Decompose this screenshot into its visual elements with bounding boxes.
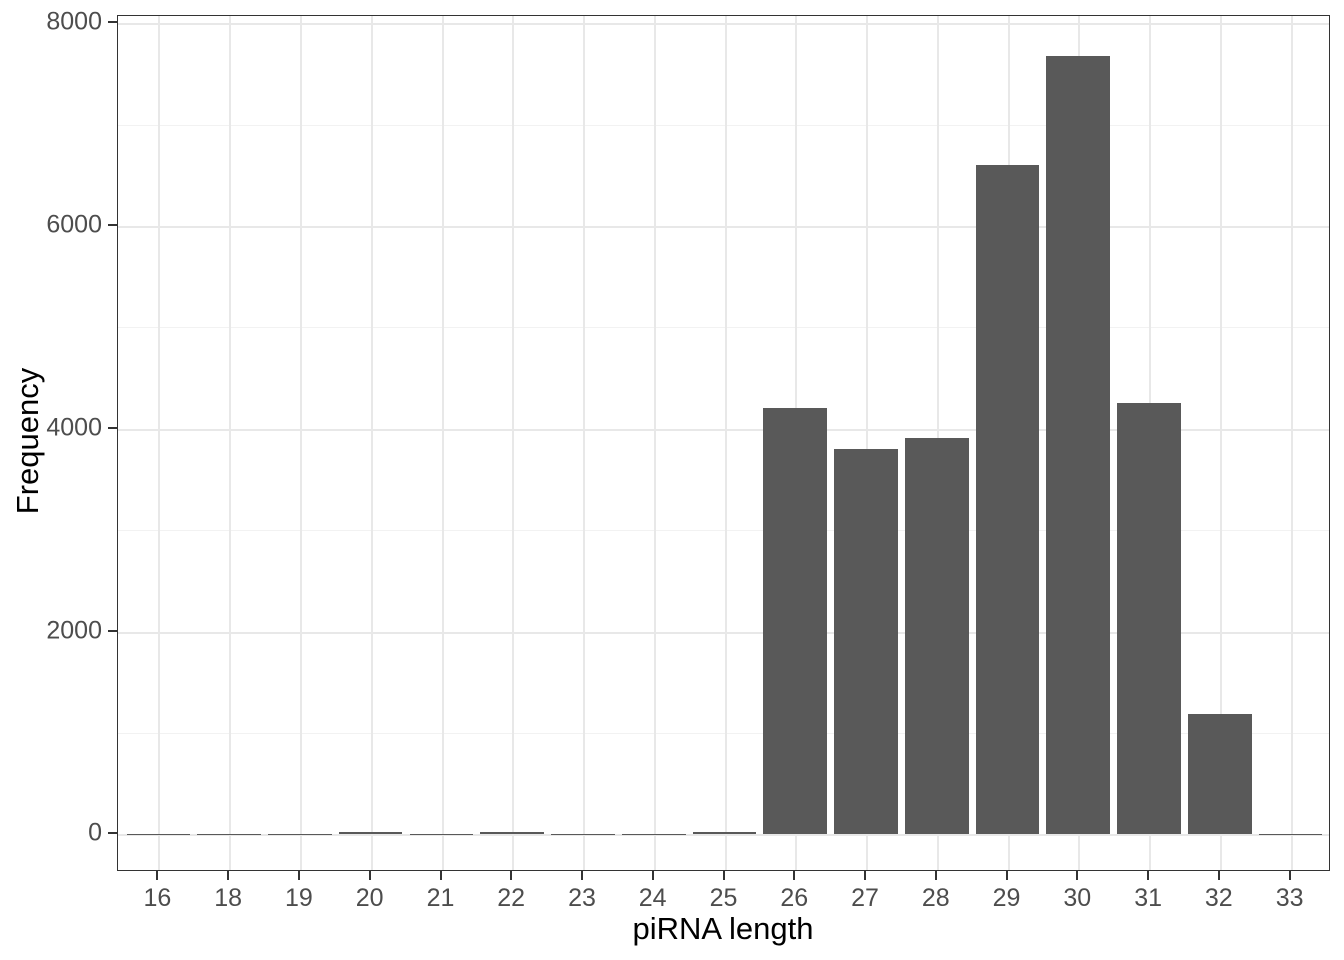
x-major-gridline — [299, 16, 302, 870]
x-major-gridline — [724, 16, 727, 870]
x-major-gridline — [653, 16, 656, 870]
x-tick-label: 21 — [426, 884, 455, 912]
x-tick-mark — [722, 871, 725, 880]
x-major-gridline — [866, 16, 868, 870]
x-major-gridline — [1290, 16, 1293, 870]
x-major-gridline — [1219, 16, 1222, 870]
x-major-gridline — [441, 16, 444, 870]
y-minor-gridline — [118, 124, 1329, 126]
x-tick-label: 28 — [921, 884, 950, 912]
x-tick-mark — [793, 871, 796, 880]
x-major-gridline — [583, 16, 585, 870]
y-tick-mark — [108, 629, 117, 632]
x-tick-label: 31 — [1134, 884, 1162, 912]
y-axis-title: Frequency — [9, 367, 45, 515]
x-major-gridline — [158, 16, 161, 870]
x-tick-mark — [1217, 871, 1220, 880]
y-minor-gridline — [118, 530, 1329, 532]
x-tick-mark — [156, 871, 159, 880]
x-tick-label: 27 — [851, 884, 879, 912]
y-tick-label: 6000 — [46, 210, 102, 239]
y-tick-mark — [108, 426, 117, 429]
y-minor-gridline — [118, 327, 1329, 329]
x-major-gridline — [512, 16, 515, 870]
x-tick-mark — [864, 871, 866, 880]
x-tick-label: 24 — [638, 884, 667, 912]
x-tick-mark — [1288, 871, 1291, 880]
y-major-gridline — [118, 428, 1329, 431]
y-tick-mark — [108, 223, 117, 226]
x-tick-mark — [934, 871, 937, 880]
y-tick-mark — [108, 21, 117, 24]
y-tick-label: 8000 — [46, 7, 102, 36]
x-tick-label: 16 — [143, 884, 172, 912]
bar — [480, 832, 545, 835]
x-major-gridline — [229, 16, 232, 870]
x-tick-mark — [581, 871, 583, 880]
bar — [1117, 403, 1181, 835]
x-tick-mark — [1147, 871, 1150, 880]
x-tick-mark — [1076, 871, 1079, 880]
plot-panel — [117, 15, 1330, 871]
x-tick-mark — [1005, 871, 1008, 880]
x-tick-mark — [651, 871, 654, 880]
x-tick-mark — [297, 871, 300, 880]
x-tick-label: 32 — [1204, 884, 1233, 912]
x-tick-label: 33 — [1275, 884, 1304, 912]
x-tick-label: 23 — [568, 884, 596, 912]
y-tick-mark — [108, 832, 117, 835]
bar — [834, 449, 898, 835]
x-tick-label: 19 — [284, 884, 313, 912]
x-tick-label: 30 — [1063, 884, 1092, 912]
y-tick-label: 0 — [88, 818, 102, 847]
x-tick-mark — [439, 871, 442, 880]
x-tick-mark — [227, 871, 230, 880]
bar — [1188, 713, 1252, 835]
x-tick-mark — [510, 871, 513, 880]
y-major-gridline — [118, 834, 1329, 837]
y-major-gridline — [118, 225, 1329, 228]
x-tick-label: 22 — [497, 884, 526, 912]
x-tick-label: 29 — [992, 884, 1021, 912]
y-major-gridline — [118, 631, 1329, 634]
bar — [904, 437, 969, 835]
x-tick-label: 18 — [214, 884, 243, 912]
x-tick-label: 26 — [780, 884, 809, 912]
y-tick-label: 4000 — [46, 413, 102, 442]
bar — [1046, 55, 1111, 835]
x-major-gridline — [370, 16, 373, 870]
bar — [763, 408, 828, 835]
x-tick-label: 25 — [709, 884, 738, 912]
y-tick-label: 2000 — [46, 616, 102, 644]
bar — [975, 165, 1040, 835]
y-major-gridline — [118, 23, 1329, 26]
x-axis-title: piRNA length — [632, 911, 814, 946]
y-minor-gridline — [118, 732, 1329, 734]
bar — [338, 832, 403, 835]
x-tick-mark — [368, 871, 371, 880]
bar — [692, 832, 757, 835]
x-tick-label: 20 — [355, 884, 384, 912]
